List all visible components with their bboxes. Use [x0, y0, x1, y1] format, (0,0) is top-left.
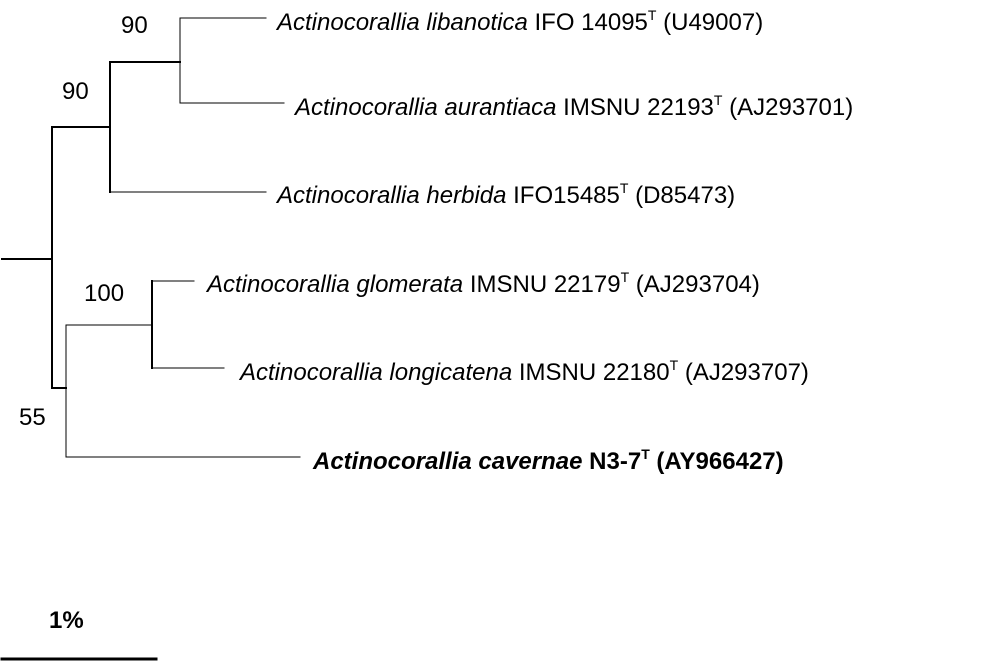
taxon-label: Actinocorallia aurantiaca IMSNU 22193T (…: [295, 92, 854, 121]
bootstrap-value: 100: [84, 280, 125, 307]
scale-bar-label: 1%: [49, 607, 84, 634]
taxon-label: Actinocorallia longicatena IMSNU 22180T …: [240, 357, 809, 386]
taxon-label: Actinocorallia libanotica IFO 14095T (U4…: [277, 7, 764, 36]
taxon-label: Actinocorallia glomerata IMSNU 22179T (A…: [207, 269, 760, 298]
taxon-label-highlighted: Actinocorallia cavernae N3-7T (AY966427): [313, 446, 784, 475]
taxon-label: Actinocorallia herbida IFO15485T (D85473…: [277, 180, 736, 209]
bootstrap-value: 90: [121, 12, 148, 39]
bootstrap-value: 55: [19, 404, 46, 431]
bootstrap-value: 90: [62, 78, 89, 105]
